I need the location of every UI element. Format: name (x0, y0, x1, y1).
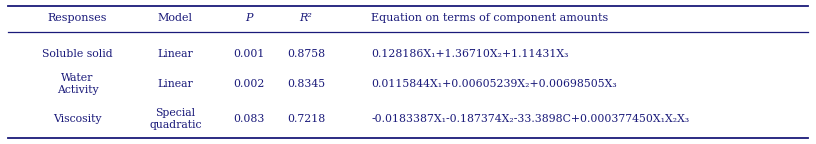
Text: Special
quadratic: Special quadratic (149, 108, 202, 130)
Text: -0.0183387X₁-0.187374X₂-33.3898C+0.000377450X₁X₂X₃: -0.0183387X₁-0.187374X₂-33.3898C+0.00037… (371, 114, 690, 124)
Text: Equation on terms of component amounts: Equation on terms of component amounts (371, 13, 609, 23)
Text: 0.083: 0.083 (233, 114, 264, 124)
Text: P: P (245, 13, 253, 23)
Text: 0.002: 0.002 (233, 79, 264, 89)
Text: Viscosity: Viscosity (53, 114, 102, 124)
Text: 0.128186X₁+1.36710X₂+1.11431X₃: 0.128186X₁+1.36710X₂+1.11431X₃ (371, 49, 569, 59)
Text: 0.001: 0.001 (233, 49, 264, 59)
Text: Linear: Linear (157, 49, 193, 59)
Text: 0.0115844X₁+0.00605239X₂+0.00698505X₃: 0.0115844X₁+0.00605239X₂+0.00698505X₃ (371, 79, 617, 89)
Text: Water
Activity: Water Activity (56, 73, 99, 95)
Text: Responses: Responses (48, 13, 107, 23)
Text: R²: R² (299, 13, 313, 23)
Text: Soluble solid: Soluble solid (42, 49, 113, 59)
Text: Linear: Linear (157, 79, 193, 89)
Text: Model: Model (158, 13, 193, 23)
Text: 0.8345: 0.8345 (287, 79, 325, 89)
Text: 0.8758: 0.8758 (287, 49, 325, 59)
Text: 0.7218: 0.7218 (287, 114, 325, 124)
